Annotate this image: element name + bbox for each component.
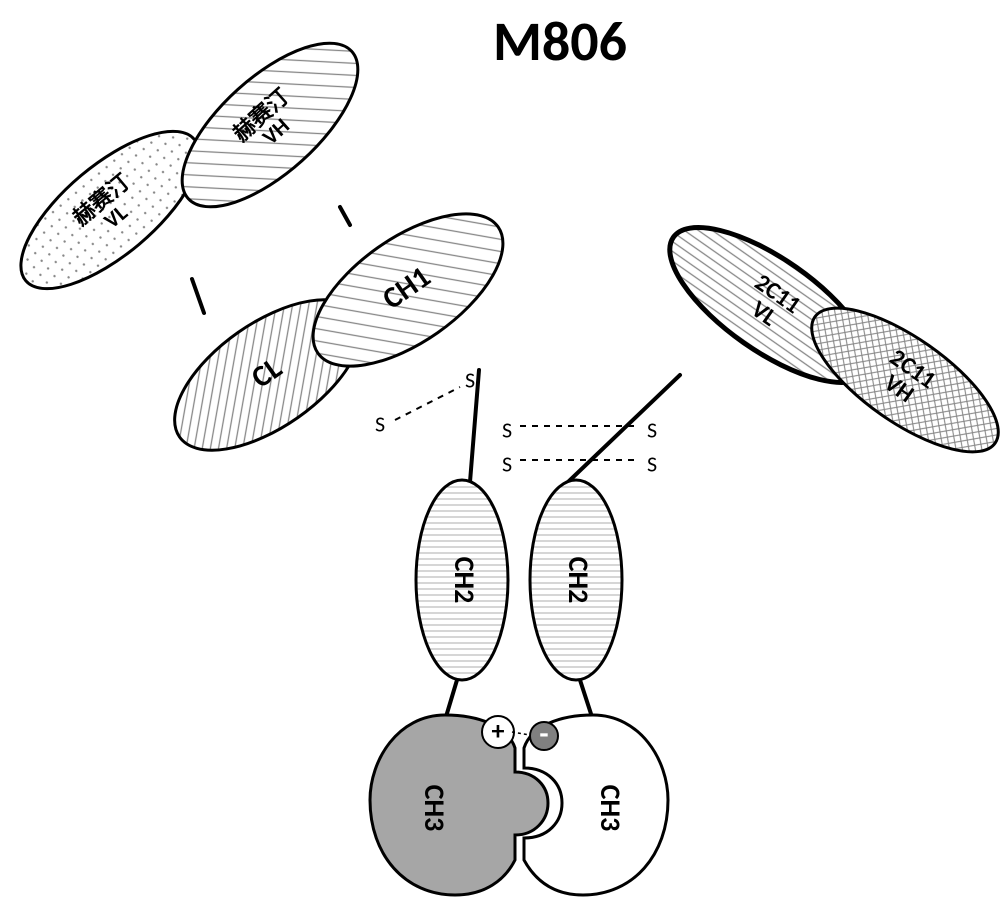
ch3-right-label: CH3 — [593, 785, 628, 832]
domain-ch2_left-label: CH2 — [447, 557, 482, 604]
figure-title: M806 — [493, 8, 627, 76]
ss-label-2-0: S — [502, 450, 512, 477]
ss-label-1-1: S — [647, 416, 657, 443]
ss-label-0-0: S — [375, 410, 385, 437]
ss-label-0-1: S — [465, 366, 475, 393]
ss-label-1-0: S — [502, 416, 512, 443]
domain-ch2_right-label: CH2 — [561, 557, 596, 604]
knob-plus-label: + — [492, 714, 505, 746]
ch3-left-label: CH3 — [417, 785, 452, 832]
ss-label-2-1: S — [647, 450, 657, 477]
hole-minus-label: - — [539, 715, 548, 752]
domain-ch2_right: CH2 — [530, 480, 622, 680]
domain-ch2_left: CH2 — [416, 480, 508, 680]
